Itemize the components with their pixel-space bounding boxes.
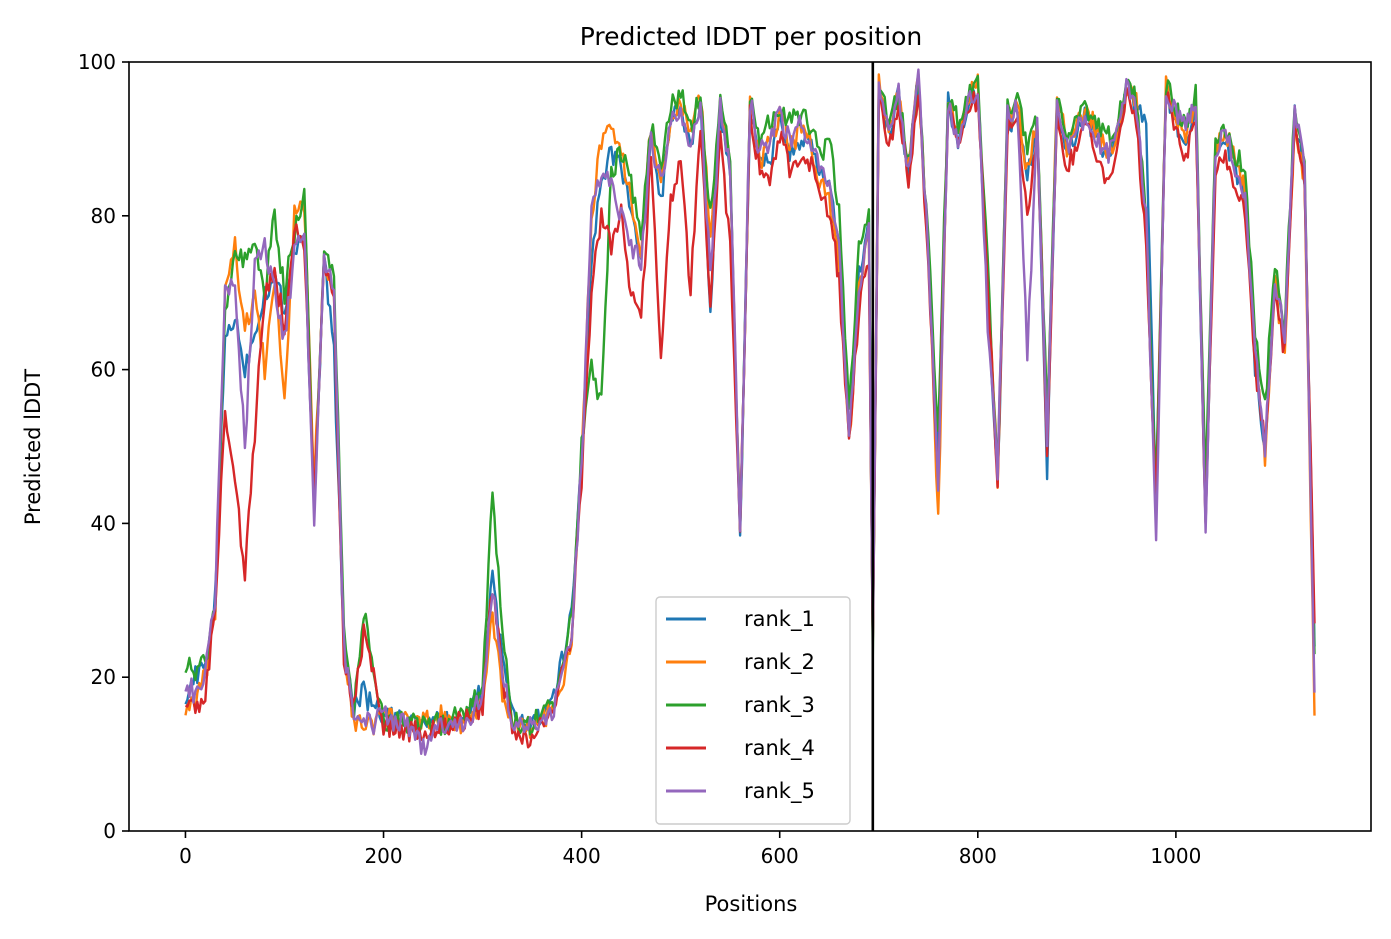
plot-frame xyxy=(128,61,1372,832)
y-tick-label: 20 xyxy=(91,665,116,689)
chart-title: Predicted lDDT per position xyxy=(580,22,922,51)
legend-label-rank_1: rank_1 xyxy=(744,607,815,632)
y-ticks: 0 20 40 60 80 100 xyxy=(78,50,129,843)
y-tick-label: 40 xyxy=(91,511,116,535)
x-tick-label: 800 xyxy=(959,844,997,868)
x-tick-label: 1000 xyxy=(1150,844,1201,868)
legend-label-rank_3: rank_3 xyxy=(744,693,815,718)
y-tick-label: 80 xyxy=(91,204,116,228)
x-tick-label: 400 xyxy=(563,844,601,868)
series-layer xyxy=(184,68,1316,756)
legend-label-rank_2: rank_2 xyxy=(744,650,815,675)
x-tick-label: 0 xyxy=(179,844,192,868)
y-tick-label: 60 xyxy=(91,358,116,382)
y-tick-label: 0 xyxy=(103,819,116,843)
series-line-rank_5 xyxy=(184,68,1316,756)
x-ticks: 0 200 400 600 800 1000 xyxy=(179,831,1201,868)
x-axis-label: Positions xyxy=(705,892,798,916)
legend-label-rank_4: rank_4 xyxy=(744,736,815,761)
y-axis-label: Predicted lDDT xyxy=(21,369,45,525)
x-tick-label: 600 xyxy=(761,844,799,868)
legend: rank_1 rank_2 rank_3 rank_4 rank_5 xyxy=(655,596,851,825)
y-tick-label: 100 xyxy=(78,50,116,74)
x-tick-label: 200 xyxy=(364,844,402,868)
legend-label-rank_5: rank_5 xyxy=(744,779,815,804)
legend-box xyxy=(655,596,851,825)
